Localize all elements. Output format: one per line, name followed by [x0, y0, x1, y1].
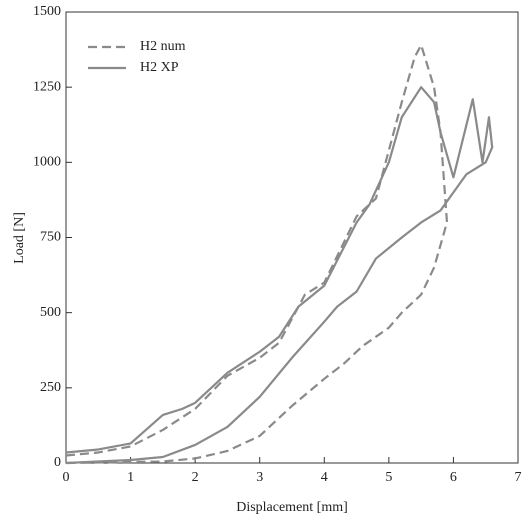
- x-tick-label: 7: [515, 470, 522, 485]
- legend-label: H2 XP: [140, 60, 179, 75]
- x-tick-label: 6: [450, 470, 457, 485]
- x-axis-label: Displacement [mm]: [236, 500, 348, 515]
- y-tick-label: 750: [40, 230, 61, 245]
- y-tick-label: 500: [40, 305, 61, 320]
- x-tick-label: 3: [256, 470, 263, 485]
- series-line: [65, 43, 449, 465]
- x-tick-label: 0: [63, 470, 70, 485]
- y-tick-label: 0: [54, 455, 61, 470]
- y-tick-label: 1250: [33, 79, 61, 94]
- y-axis-label: Load [N]: [12, 212, 27, 264]
- x-tick-label: 4: [321, 470, 328, 485]
- plot-frame: [65, 11, 519, 464]
- y-tick-label: 250: [40, 380, 61, 395]
- y-tick-label: 1500: [33, 4, 61, 19]
- y-tick-label: 1000: [33, 155, 61, 170]
- x-tick-label: 2: [192, 470, 199, 485]
- series-line: [65, 86, 494, 465]
- x-tick-label: 5: [385, 470, 392, 485]
- x-tick-label: 1: [127, 470, 134, 485]
- legend-label: H2 num: [140, 39, 186, 54]
